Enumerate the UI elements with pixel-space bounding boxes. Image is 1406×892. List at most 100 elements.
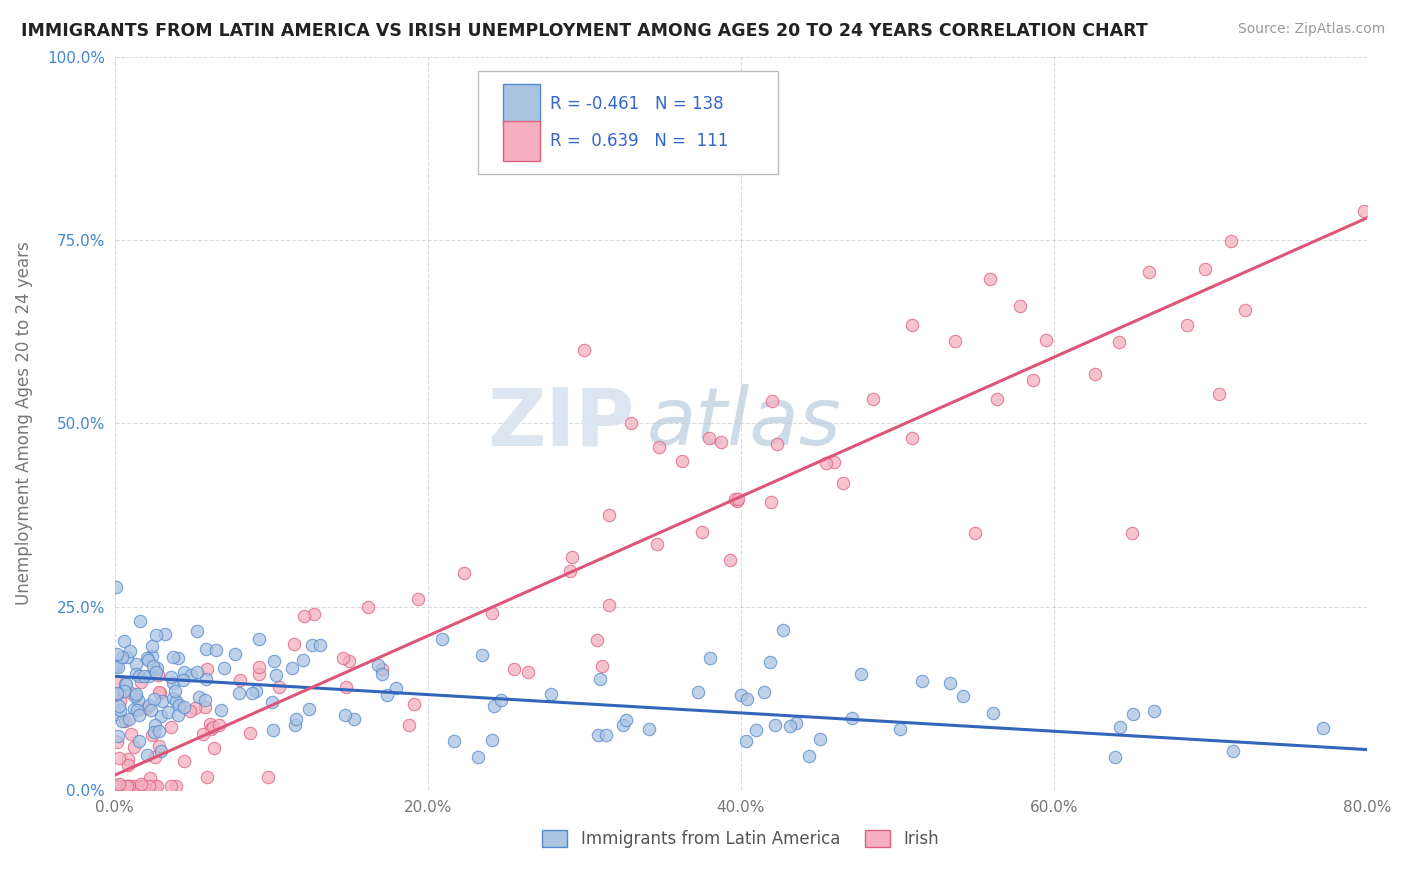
Point bbox=[120, 644, 142, 658]
Point bbox=[125, 687, 148, 701]
Point bbox=[107, 729, 129, 743]
Point bbox=[453, 566, 475, 580]
Point bbox=[398, 718, 420, 732]
Point bbox=[335, 708, 357, 723]
Text: Source: ZipAtlas.com: Source: ZipAtlas.com bbox=[1237, 22, 1385, 37]
Point bbox=[162, 650, 184, 665]
Point bbox=[149, 686, 172, 700]
Point bbox=[481, 732, 503, 747]
Point bbox=[141, 640, 163, 654]
Point bbox=[239, 726, 262, 740]
Point bbox=[823, 455, 845, 469]
Point bbox=[202, 720, 225, 734]
Point bbox=[108, 703, 131, 717]
Point bbox=[284, 718, 307, 732]
Point bbox=[136, 747, 159, 762]
Point bbox=[194, 699, 217, 714]
Point bbox=[129, 614, 152, 628]
Text: R =  0.639   N =  111: R = 0.639 N = 111 bbox=[550, 132, 728, 150]
Point bbox=[799, 749, 821, 764]
Point bbox=[763, 718, 786, 732]
Point bbox=[117, 751, 139, 765]
Point bbox=[105, 687, 128, 701]
Point bbox=[114, 677, 136, 691]
Point bbox=[114, 714, 136, 728]
Point bbox=[240, 686, 263, 700]
Point bbox=[105, 779, 128, 793]
Point bbox=[540, 687, 562, 701]
Point bbox=[124, 689, 146, 703]
Point bbox=[281, 661, 304, 675]
Text: atlas: atlas bbox=[647, 384, 842, 462]
Point bbox=[761, 394, 783, 409]
Point bbox=[148, 668, 170, 682]
Point bbox=[647, 536, 669, 550]
Point bbox=[105, 657, 128, 671]
Point bbox=[172, 673, 194, 688]
Point bbox=[122, 779, 145, 793]
Point bbox=[148, 685, 170, 699]
Point bbox=[125, 703, 148, 717]
Point bbox=[772, 623, 794, 637]
Point bbox=[356, 600, 378, 615]
Point bbox=[1194, 262, 1216, 277]
Point bbox=[129, 675, 152, 690]
Point bbox=[591, 658, 613, 673]
Point bbox=[986, 392, 1008, 407]
Point bbox=[612, 717, 634, 731]
Point bbox=[745, 723, 768, 737]
Point bbox=[108, 698, 131, 713]
Point bbox=[808, 731, 831, 746]
Point bbox=[188, 690, 211, 704]
Point bbox=[862, 392, 884, 406]
Point bbox=[637, 723, 659, 737]
Point bbox=[260, 695, 283, 709]
Point bbox=[135, 701, 157, 715]
Point bbox=[247, 632, 270, 646]
Point bbox=[124, 657, 146, 671]
Point bbox=[125, 666, 148, 681]
Point bbox=[402, 698, 425, 712]
Point bbox=[143, 779, 166, 793]
Point bbox=[197, 770, 219, 784]
Point bbox=[588, 672, 610, 686]
Point bbox=[284, 712, 307, 726]
Point bbox=[443, 733, 465, 747]
Point bbox=[686, 685, 709, 699]
Point bbox=[298, 702, 321, 716]
Point bbox=[467, 750, 489, 764]
Point bbox=[107, 660, 129, 674]
Point bbox=[136, 653, 159, 667]
Point bbox=[120, 686, 142, 700]
Point bbox=[112, 684, 135, 698]
Point bbox=[108, 777, 131, 791]
Point bbox=[149, 708, 172, 723]
Point bbox=[108, 751, 131, 765]
Point bbox=[1137, 265, 1160, 279]
Point bbox=[112, 633, 135, 648]
Point bbox=[692, 524, 714, 539]
Point bbox=[105, 674, 128, 689]
Point bbox=[304, 607, 326, 621]
Point bbox=[128, 708, 150, 723]
Point bbox=[849, 667, 872, 681]
Point bbox=[406, 591, 429, 606]
Point bbox=[111, 714, 134, 728]
Point bbox=[148, 724, 170, 739]
Point bbox=[145, 628, 167, 642]
Point bbox=[759, 656, 782, 670]
Point bbox=[718, 553, 741, 567]
Text: R = -0.461   N = 138: R = -0.461 N = 138 bbox=[550, 95, 724, 113]
Bar bbox=[503, 120, 540, 161]
Point bbox=[117, 757, 139, 772]
Point bbox=[200, 722, 222, 736]
Point bbox=[648, 440, 671, 454]
Point bbox=[1122, 706, 1144, 721]
Point bbox=[165, 693, 187, 707]
Point bbox=[734, 734, 756, 748]
Point bbox=[159, 779, 181, 793]
Point bbox=[901, 318, 924, 333]
Point bbox=[131, 779, 153, 793]
Point bbox=[779, 718, 801, 732]
Point bbox=[889, 722, 911, 736]
